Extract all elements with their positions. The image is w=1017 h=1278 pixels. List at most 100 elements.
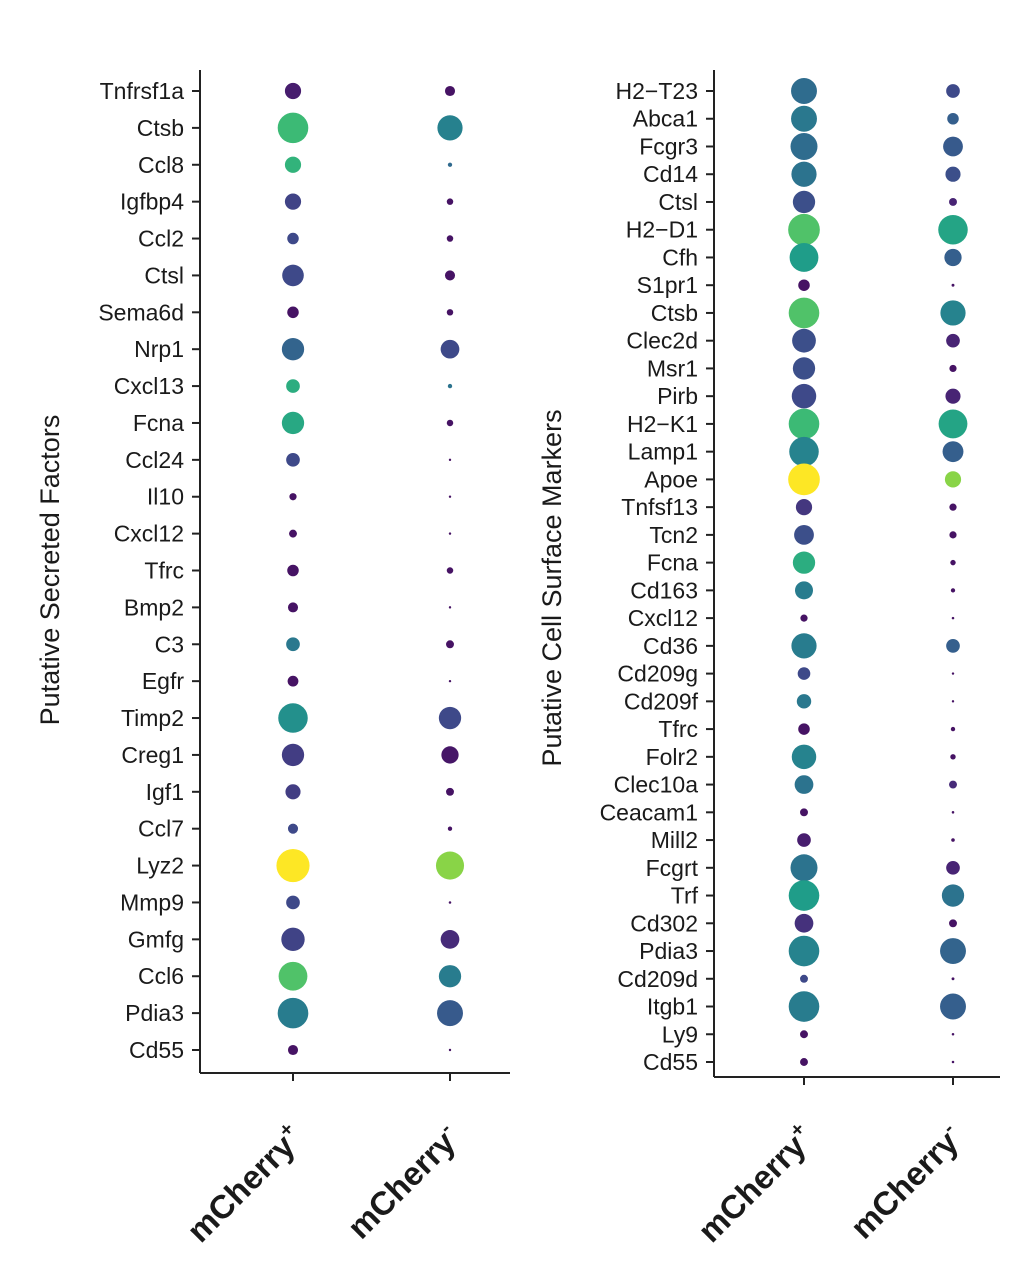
y-tick-label: Pdia3 xyxy=(125,1000,184,1026)
y-tick-label: Cd55 xyxy=(643,1049,698,1075)
dot-mill2-neg xyxy=(951,838,955,842)
dot-fcgr3-neg xyxy=(943,136,963,157)
dot-tnfsf13-pos xyxy=(795,499,813,516)
dot-cxcl13-pos xyxy=(286,379,300,393)
y-tick-label: S1pr1 xyxy=(637,272,698,298)
dot-cxcl13-neg xyxy=(447,383,453,389)
dot-ccl6-neg xyxy=(438,965,462,988)
dot-ccl24-pos xyxy=(286,453,300,467)
dot-pirb-pos xyxy=(791,383,817,409)
y-tick-label: Cxcl13 xyxy=(114,373,184,399)
y-tick-label: Cd36 xyxy=(643,633,698,659)
dot-pirb-neg xyxy=(945,388,961,404)
y-tick-label: Clec10a xyxy=(614,772,699,798)
dot-ctsl-pos xyxy=(792,190,816,214)
dot-cd163-pos xyxy=(795,581,813,600)
dot-abca1-pos xyxy=(791,105,817,132)
dot-cd302-pos xyxy=(794,913,814,933)
y-tick-label: Bmp2 xyxy=(124,594,184,620)
dot-itgb1-pos xyxy=(788,991,820,1022)
dot-msr1-neg xyxy=(949,364,957,373)
dot-cd209g-neg xyxy=(951,672,955,675)
dot-mill2-pos xyxy=(797,833,811,847)
dot-sema6d-neg xyxy=(446,309,454,316)
dot-clec10a-neg xyxy=(949,780,957,789)
dot-c3-neg xyxy=(446,640,454,649)
y-tick-label: Cd209g xyxy=(617,661,698,687)
y-tick-label: Tfrc xyxy=(658,716,698,742)
dot-cd36-neg xyxy=(946,639,960,653)
dot-cd209d-neg xyxy=(951,977,955,981)
dot-ctsb-neg xyxy=(940,300,966,326)
dot-fcna-neg xyxy=(446,419,454,427)
y-tick-label: Pirb xyxy=(657,383,698,409)
dot-nrp1-pos xyxy=(281,338,305,361)
y-tick-label: Pdia3 xyxy=(639,938,698,964)
y-tick-label: Folr2 xyxy=(646,744,698,770)
dot-ctsl-neg xyxy=(444,270,456,281)
dot-lyz2-neg xyxy=(435,851,465,880)
dot-cd302-neg xyxy=(949,919,957,928)
dot-c3-pos xyxy=(286,637,300,652)
y-tick-label: Timp2 xyxy=(121,705,184,731)
y-axis-title: Putative Cell Surface Markers xyxy=(537,409,567,766)
y-tick-label: Egfr xyxy=(142,668,185,694)
dot-h2-k1-pos xyxy=(788,408,820,440)
y-tick-label: Sema6d xyxy=(98,299,184,325)
dot-trf-neg xyxy=(941,884,965,907)
y-tick-label: Mmp9 xyxy=(120,889,184,915)
dot-gmfg-neg xyxy=(440,929,460,949)
dot-folr2-neg xyxy=(950,754,956,760)
y-tick-label: Cd14 xyxy=(643,161,698,187)
dot-il10-pos xyxy=(289,493,297,501)
dot-ccl7-neg xyxy=(447,826,453,831)
dot-h2-t23-neg xyxy=(946,84,960,98)
dot-clec10a-pos xyxy=(794,775,814,794)
dot-cd163-neg xyxy=(950,588,956,593)
dot-tfrc-pos xyxy=(287,564,299,577)
dot-cd55-neg xyxy=(951,1060,955,1064)
y-tick-label: Ccl7 xyxy=(138,816,184,842)
y-tick-label: Trf xyxy=(671,883,699,909)
dot-folr2-pos xyxy=(791,744,817,770)
y-tick-label: Fcna xyxy=(647,550,698,576)
dot-pdia3-neg xyxy=(940,938,966,964)
dot-cd209d-pos xyxy=(800,974,808,983)
y-tick-label: Cd302 xyxy=(630,910,698,936)
y-tick-label: Ctsb xyxy=(137,115,184,141)
secreted-factors-panel: Putative Secreted Factors mCherry+ mCherry… xyxy=(35,70,510,1249)
dot-tfrc-pos xyxy=(798,723,810,735)
x-tick-label-mcherry-positive: mCherry+ xyxy=(179,1118,310,1249)
dot-cxcl12-neg xyxy=(951,616,955,620)
y-tick-label: Ctsl xyxy=(144,262,184,288)
dot-tcn2-pos xyxy=(794,524,814,545)
dot-tnfrsf1a-neg xyxy=(444,85,456,97)
dot-cxcl12-neg xyxy=(448,532,452,535)
dot-s1pr1-pos xyxy=(798,279,810,291)
y-tick-label: Abca1 xyxy=(633,106,698,132)
dot-h2-d1-neg xyxy=(938,214,968,245)
dot-pdia3-pos xyxy=(277,997,309,1029)
dot-fcna-pos xyxy=(281,411,305,435)
y-tick-label: Cfh xyxy=(662,244,698,270)
y-tick-label: H2−T23 xyxy=(616,78,698,104)
dot-nrp1-neg xyxy=(440,339,460,359)
y-tick-label: Cxcl12 xyxy=(628,605,698,631)
y-tick-label: Igf1 xyxy=(146,779,184,805)
dot-ccl7-pos xyxy=(287,823,299,834)
dot-lamp1-pos xyxy=(789,436,819,467)
dot-tfrc-neg xyxy=(950,726,956,732)
y-tick-label: Cxcl12 xyxy=(114,521,184,547)
dot-ccl6-pos xyxy=(278,961,308,991)
dot-cd14-pos xyxy=(791,161,817,187)
dot-cd209g-pos xyxy=(797,667,811,680)
dot-mmp9-neg xyxy=(448,901,452,904)
y-tick-label: Ctsl xyxy=(658,189,698,215)
dot-ly9-pos xyxy=(800,1030,808,1039)
dot-apoe-neg xyxy=(944,471,962,488)
dot-igfbp4-pos xyxy=(284,193,302,210)
y-tick-label: Tcn2 xyxy=(649,522,698,548)
dot-cd55-neg xyxy=(448,1048,452,1052)
dot-s1pr1-neg xyxy=(951,283,955,287)
dot-ctsb-neg xyxy=(437,115,463,141)
